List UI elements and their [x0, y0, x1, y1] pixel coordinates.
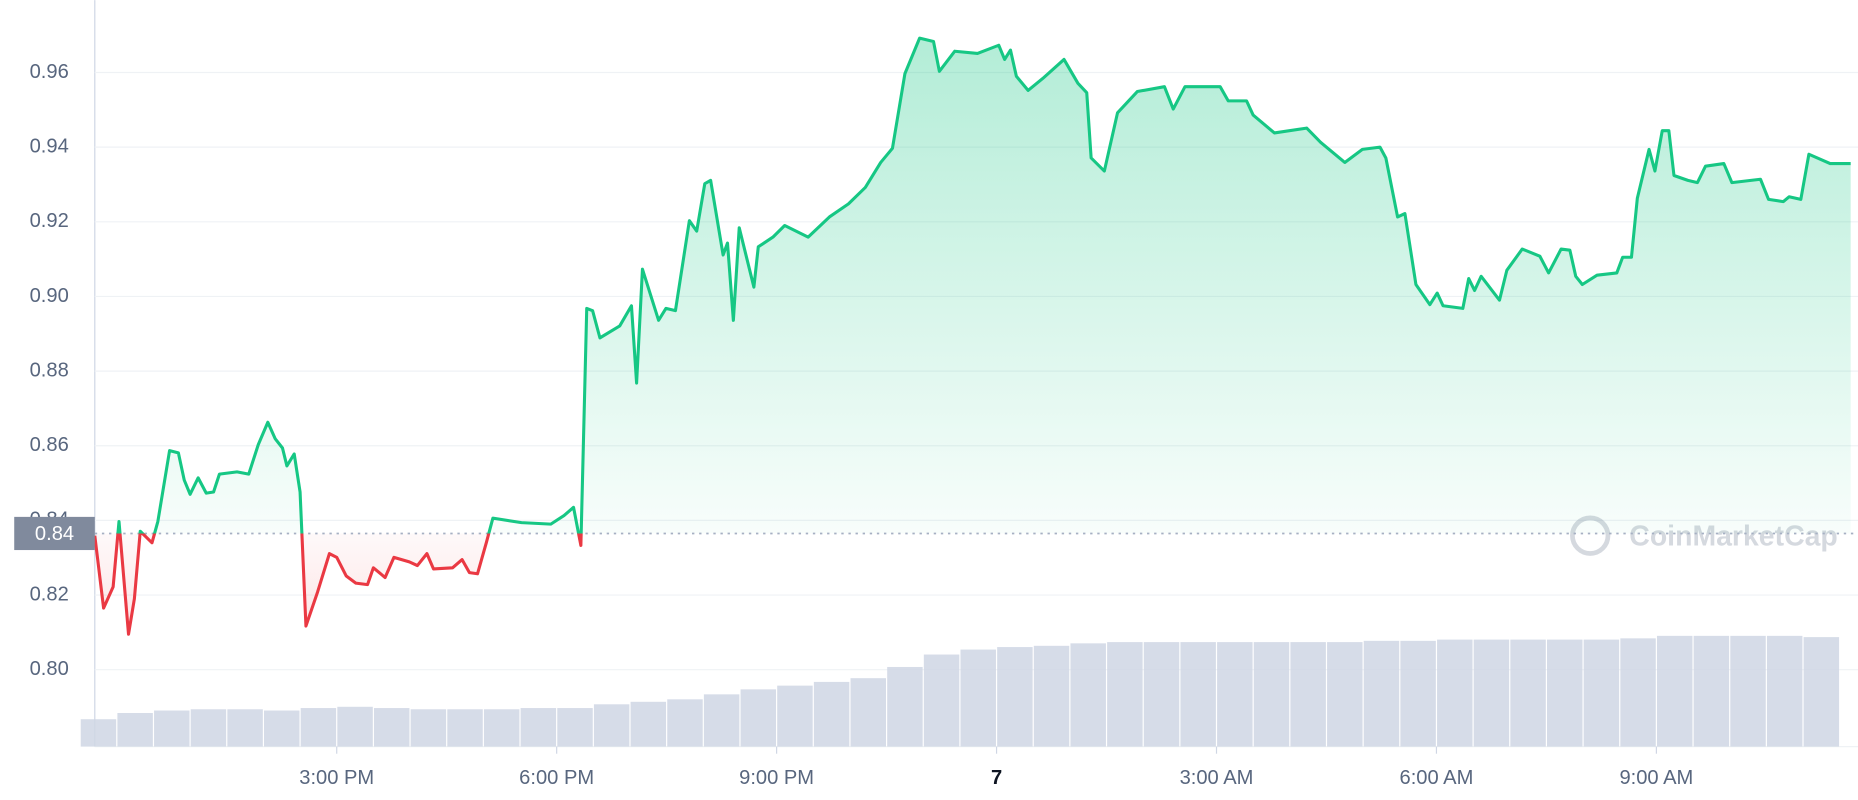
volume-bar	[1327, 642, 1363, 747]
volume-bar	[410, 709, 447, 747]
volume-bar	[80, 719, 117, 747]
volume-bar	[960, 649, 996, 747]
x-tick-label: 6:00 PM	[519, 767, 594, 789]
volume-bar	[1033, 645, 1070, 747]
volume-bar	[923, 654, 960, 747]
volume-bar	[520, 708, 557, 747]
y-tick-label: 0.86	[30, 434, 69, 456]
volume-bar	[337, 706, 373, 747]
y-tick-label: 0.88	[30, 359, 69, 381]
volume-bar	[703, 694, 740, 747]
volume-bar	[1217, 642, 1253, 747]
volume-bar	[557, 708, 593, 747]
volume-bar	[117, 713, 153, 747]
y-tick-label: 0.90	[30, 285, 69, 307]
y-tick-label: 0.80	[30, 658, 69, 680]
volume-bar	[1510, 639, 1546, 747]
volume-bar	[1473, 639, 1510, 747]
volume-bar	[1730, 635, 1766, 747]
y-tick-label: 0.96	[30, 61, 69, 83]
volume-bar	[1656, 635, 1693, 747]
volume-bar	[1143, 642, 1180, 747]
volume-bar	[593, 704, 630, 747]
volume-bar	[447, 709, 483, 747]
volume-bar	[1693, 635, 1730, 747]
price-line	[93, 36, 1851, 636]
price-area	[94, 38, 1851, 635]
volume-bar	[227, 709, 263, 747]
volume-bar	[1363, 640, 1400, 747]
y-tick-label: 0.82	[30, 583, 69, 605]
volume-bar	[1583, 639, 1620, 747]
volume-bar	[1253, 642, 1290, 747]
volume-bar	[850, 678, 886, 747]
volume-bar	[190, 709, 227, 747]
reference-label: 0.84	[35, 523, 74, 545]
volume-bar	[777, 685, 813, 747]
volume-bar	[813, 681, 850, 747]
volume-bar	[373, 708, 410, 747]
volume-bar	[1620, 638, 1656, 747]
volume-bar	[483, 709, 520, 747]
volume-bar	[740, 689, 777, 747]
x-tick-label: 9:00 AM	[1619, 767, 1693, 789]
volume-bar	[1290, 642, 1326, 747]
volume-bar	[1766, 635, 1803, 747]
volume-bar	[1070, 643, 1106, 747]
x-tick-label: 3:00 AM	[1180, 767, 1254, 789]
volume-bar	[1107, 642, 1143, 747]
x-tick-label: 6:00 AM	[1400, 767, 1474, 789]
volume-bar	[154, 710, 190, 747]
x-tick-label: 9:00 PM	[739, 767, 814, 789]
volume-bar	[997, 647, 1033, 747]
volume-bar	[264, 710, 300, 747]
volume-bar	[1400, 640, 1436, 747]
volume-bar	[1547, 639, 1583, 747]
x-tick-label: 3:00 PM	[299, 767, 374, 789]
volume-bar	[1180, 642, 1216, 747]
reference-label-box	[14, 516, 95, 551]
x-tick-label: 7	[991, 767, 1002, 789]
volume-bar	[1803, 637, 1840, 747]
y-tick-label: 0.92	[30, 210, 69, 232]
volume-bar	[887, 666, 923, 747]
volume-bar	[667, 699, 703, 747]
volume-bar	[630, 701, 667, 747]
y-tick-label: 0.94	[30, 135, 69, 157]
volume-bar	[1437, 639, 1473, 747]
volume-bar	[300, 708, 337, 747]
